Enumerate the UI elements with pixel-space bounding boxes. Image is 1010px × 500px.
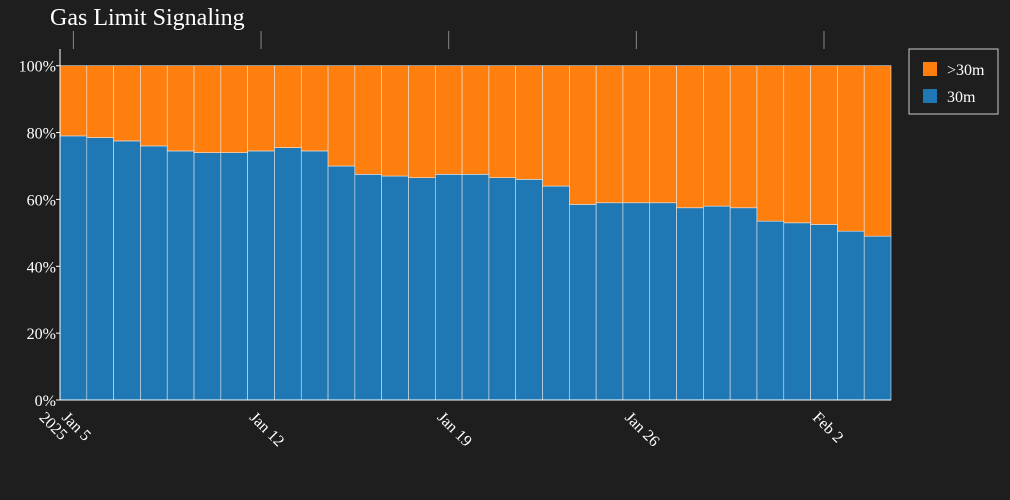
bar-top-2025-01-28[interactable]: [676, 65, 704, 209]
bar-top-2025-01-26[interactable]: [622, 65, 651, 204]
bar-top-2025-01-18[interactable]: [408, 65, 436, 179]
bar-base-2025-01-27[interactable]: [649, 202, 677, 401]
bar-top-2025-01-20[interactable]: [461, 65, 490, 175]
bar-top-2025-02-04[interactable]: [863, 65, 892, 237]
bar-top-2025-01-08[interactable]: [140, 65, 168, 147]
legend[interactable]: >30m 30m: [908, 48, 999, 115]
bar-base-2025-01-31[interactable]: [756, 220, 785, 401]
x-tick-label: Feb 2: [809, 409, 846, 446]
bar-base-2025-01-23[interactable]: [542, 185, 570, 401]
bar-top-2025-02-01[interactable]: [783, 65, 811, 224]
bar-base-2025-01-13[interactable]: [274, 147, 302, 401]
bar-base-2025-01-07[interactable]: [113, 140, 141, 401]
bar-top-2025-01-27[interactable]: [649, 65, 677, 204]
bar-base-2025-02-03[interactable]: [837, 230, 865, 401]
bar-base-2025-02-02[interactable]: [810, 224, 838, 401]
y-tick-label: 100%: [19, 59, 56, 76]
y-tick-label: 60%: [27, 192, 56, 209]
bar-base-2025-01-10[interactable]: [193, 152, 222, 401]
legend-swatch-30m: [923, 89, 937, 103]
bar-base-2025-01-29[interactable]: [703, 205, 731, 401]
bar-base-2025-02-04[interactable]: [863, 235, 892, 401]
bar-top-2025-01-12[interactable]: [247, 65, 275, 152]
bar-base-2025-01-28[interactable]: [676, 207, 704, 401]
bar-base-2025-01-14[interactable]: [300, 150, 329, 401]
legend-box: [908, 48, 999, 115]
y-tick-label: 0%: [35, 393, 56, 410]
bar-top-2025-01-09[interactable]: [166, 65, 195, 152]
y-tick-label: 20%: [27, 326, 56, 343]
y-tick-label: 40%: [27, 259, 56, 276]
bar-base-2025-01-19[interactable]: [434, 174, 463, 401]
bar-base-2025-01-26[interactable]: [622, 202, 651, 401]
bar-top-2025-01-17[interactable]: [381, 65, 409, 177]
legend-label-over-30m[interactable]: >30m: [947, 62, 985, 79]
bar-top-2025-01-11[interactable]: [220, 65, 248, 153]
bar-base-2025-01-20[interactable]: [461, 174, 490, 401]
bar-top-2025-01-31[interactable]: [756, 65, 785, 222]
bar-base-2025-01-17[interactable]: [381, 175, 409, 401]
bar-base-2025-01-11[interactable]: [220, 152, 248, 401]
bar-base-2025-01-22[interactable]: [515, 179, 543, 401]
legend-label-30m[interactable]: 30m: [947, 89, 976, 106]
bar-top-2025-01-19[interactable]: [434, 65, 463, 175]
bar-base-2025-01-24[interactable]: [569, 204, 597, 401]
plot-area: [59, 49, 892, 401]
bar-top-2025-01-24[interactable]: [569, 65, 597, 205]
chart-title: Gas Limit Signaling: [50, 5, 245, 31]
bar-base-2025-01-18[interactable]: [408, 177, 436, 401]
bar-top-2025-02-03[interactable]: [837, 65, 865, 232]
bar-top-2025-01-14[interactable]: [300, 65, 329, 152]
bar-top-2025-01-23[interactable]: [542, 65, 570, 187]
bar-top-2025-01-15[interactable]: [327, 65, 356, 167]
bar-base-2025-01-30[interactable]: [729, 207, 758, 401]
bar-top-2025-01-06[interactable]: [86, 65, 114, 138]
bar-base-2025-01-05[interactable]: [59, 135, 88, 401]
bar-top-2025-01-07[interactable]: [113, 65, 141, 142]
bar-top-2025-01-22[interactable]: [515, 65, 543, 180]
bar-top-2025-01-10[interactable]: [193, 65, 222, 153]
x-tick-label: Jan 26: [621, 409, 662, 450]
bar-top-2025-01-21[interactable]: [488, 65, 517, 179]
bar-base-2025-01-15[interactable]: [327, 165, 356, 401]
x-tick-label: Jan 19: [434, 409, 475, 450]
y-axis: 0% 20% 40% 60% 80% 100%: [19, 49, 61, 410]
bar-top-2025-01-25[interactable]: [595, 65, 624, 204]
bar-base-2025-01-25[interactable]: [595, 202, 624, 401]
bar-base-2025-02-01[interactable]: [783, 222, 811, 401]
bar-base-2025-01-16[interactable]: [354, 174, 382, 401]
bar-base-2025-01-09[interactable]: [166, 150, 195, 401]
bar-top-2025-02-02[interactable]: [810, 65, 838, 225]
legend-swatch-over-30m: [923, 62, 937, 76]
bar-top-2025-01-16[interactable]: [354, 65, 382, 175]
bar-base-2025-01-21[interactable]: [488, 177, 517, 401]
y-tick-label: 80%: [27, 126, 56, 143]
bar-top-2025-01-29[interactable]: [703, 65, 731, 207]
bar-base-2025-01-12[interactable]: [247, 150, 275, 401]
bar-top-2025-01-05[interactable]: [59, 65, 88, 137]
bar-top-2025-01-13[interactable]: [274, 65, 302, 148]
x-tick-label: Jan 12: [246, 409, 287, 450]
bar-top-2025-01-30[interactable]: [729, 65, 758, 209]
bar-base-2025-01-08[interactable]: [140, 145, 168, 401]
bar-base-2025-01-06[interactable]: [86, 137, 114, 401]
